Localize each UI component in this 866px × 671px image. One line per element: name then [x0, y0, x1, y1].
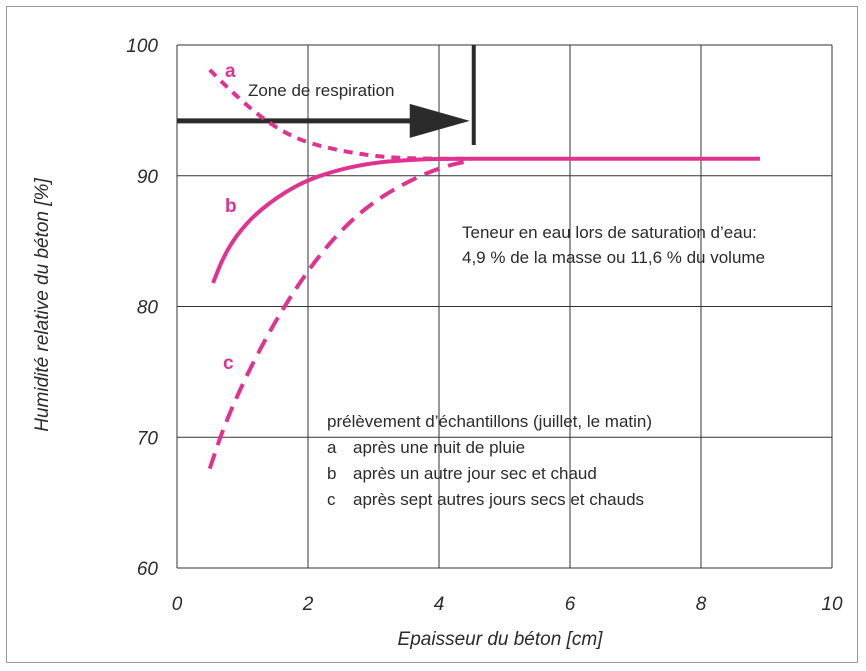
x-tick-label-4: 8	[696, 594, 707, 615]
legend-text-a: après une nuit de pluie	[353, 438, 525, 457]
y-tick-label-0: 60	[137, 559, 159, 580]
x-tick-label-2: 4	[434, 594, 445, 615]
x-tick-label-0: 0	[172, 594, 183, 615]
curve-label-c: c	[223, 353, 234, 374]
series-line-c	[207, 158, 473, 470]
legend-key-c: c	[327, 490, 336, 509]
legend-key-a: a	[327, 438, 337, 457]
legend-key-b: b	[327, 464, 336, 483]
y-axis-label: Humidité relative du béton [%]	[32, 178, 53, 432]
y-tick-label-1: 70	[137, 428, 159, 449]
y-tick-label-4: 100	[126, 36, 158, 57]
x-axis-label: Epaisseur du béton [cm]	[398, 629, 604, 650]
legend-title: prélèvement d’échantillons (juillet, le …	[327, 412, 652, 431]
respiration-arrow-head	[409, 103, 470, 138]
y-tick-label-2: 80	[137, 298, 159, 319]
x-tick-label-5: 10	[821, 594, 843, 615]
x-tick-label-1: 2	[302, 594, 314, 615]
series-line-b	[211, 156, 760, 284]
series	[207, 68, 760, 470]
saturation-note-line-2: 4,9 % de la masse ou 11,6 % du volume	[462, 248, 765, 267]
respiration-zone	[177, 45, 476, 145]
respiration-zone-label: Zone de respiration	[248, 81, 394, 100]
curve-label-b: b	[225, 196, 237, 217]
saturation-note-line-1: Teneur en eau lors de saturation d’eau:	[462, 223, 757, 242]
tick-labels: 0 2 4 6 8 10 60 70 80 90 100	[126, 36, 843, 615]
x-tick-label-3: 6	[565, 594, 576, 615]
y-tick-label-3: 90	[137, 167, 159, 188]
legend-text-b: après un autre jour sec et chaud	[353, 464, 597, 483]
legend-text-c: après sept autres jours secs et chauds	[353, 490, 644, 509]
curve-label-a: a	[225, 61, 236, 82]
